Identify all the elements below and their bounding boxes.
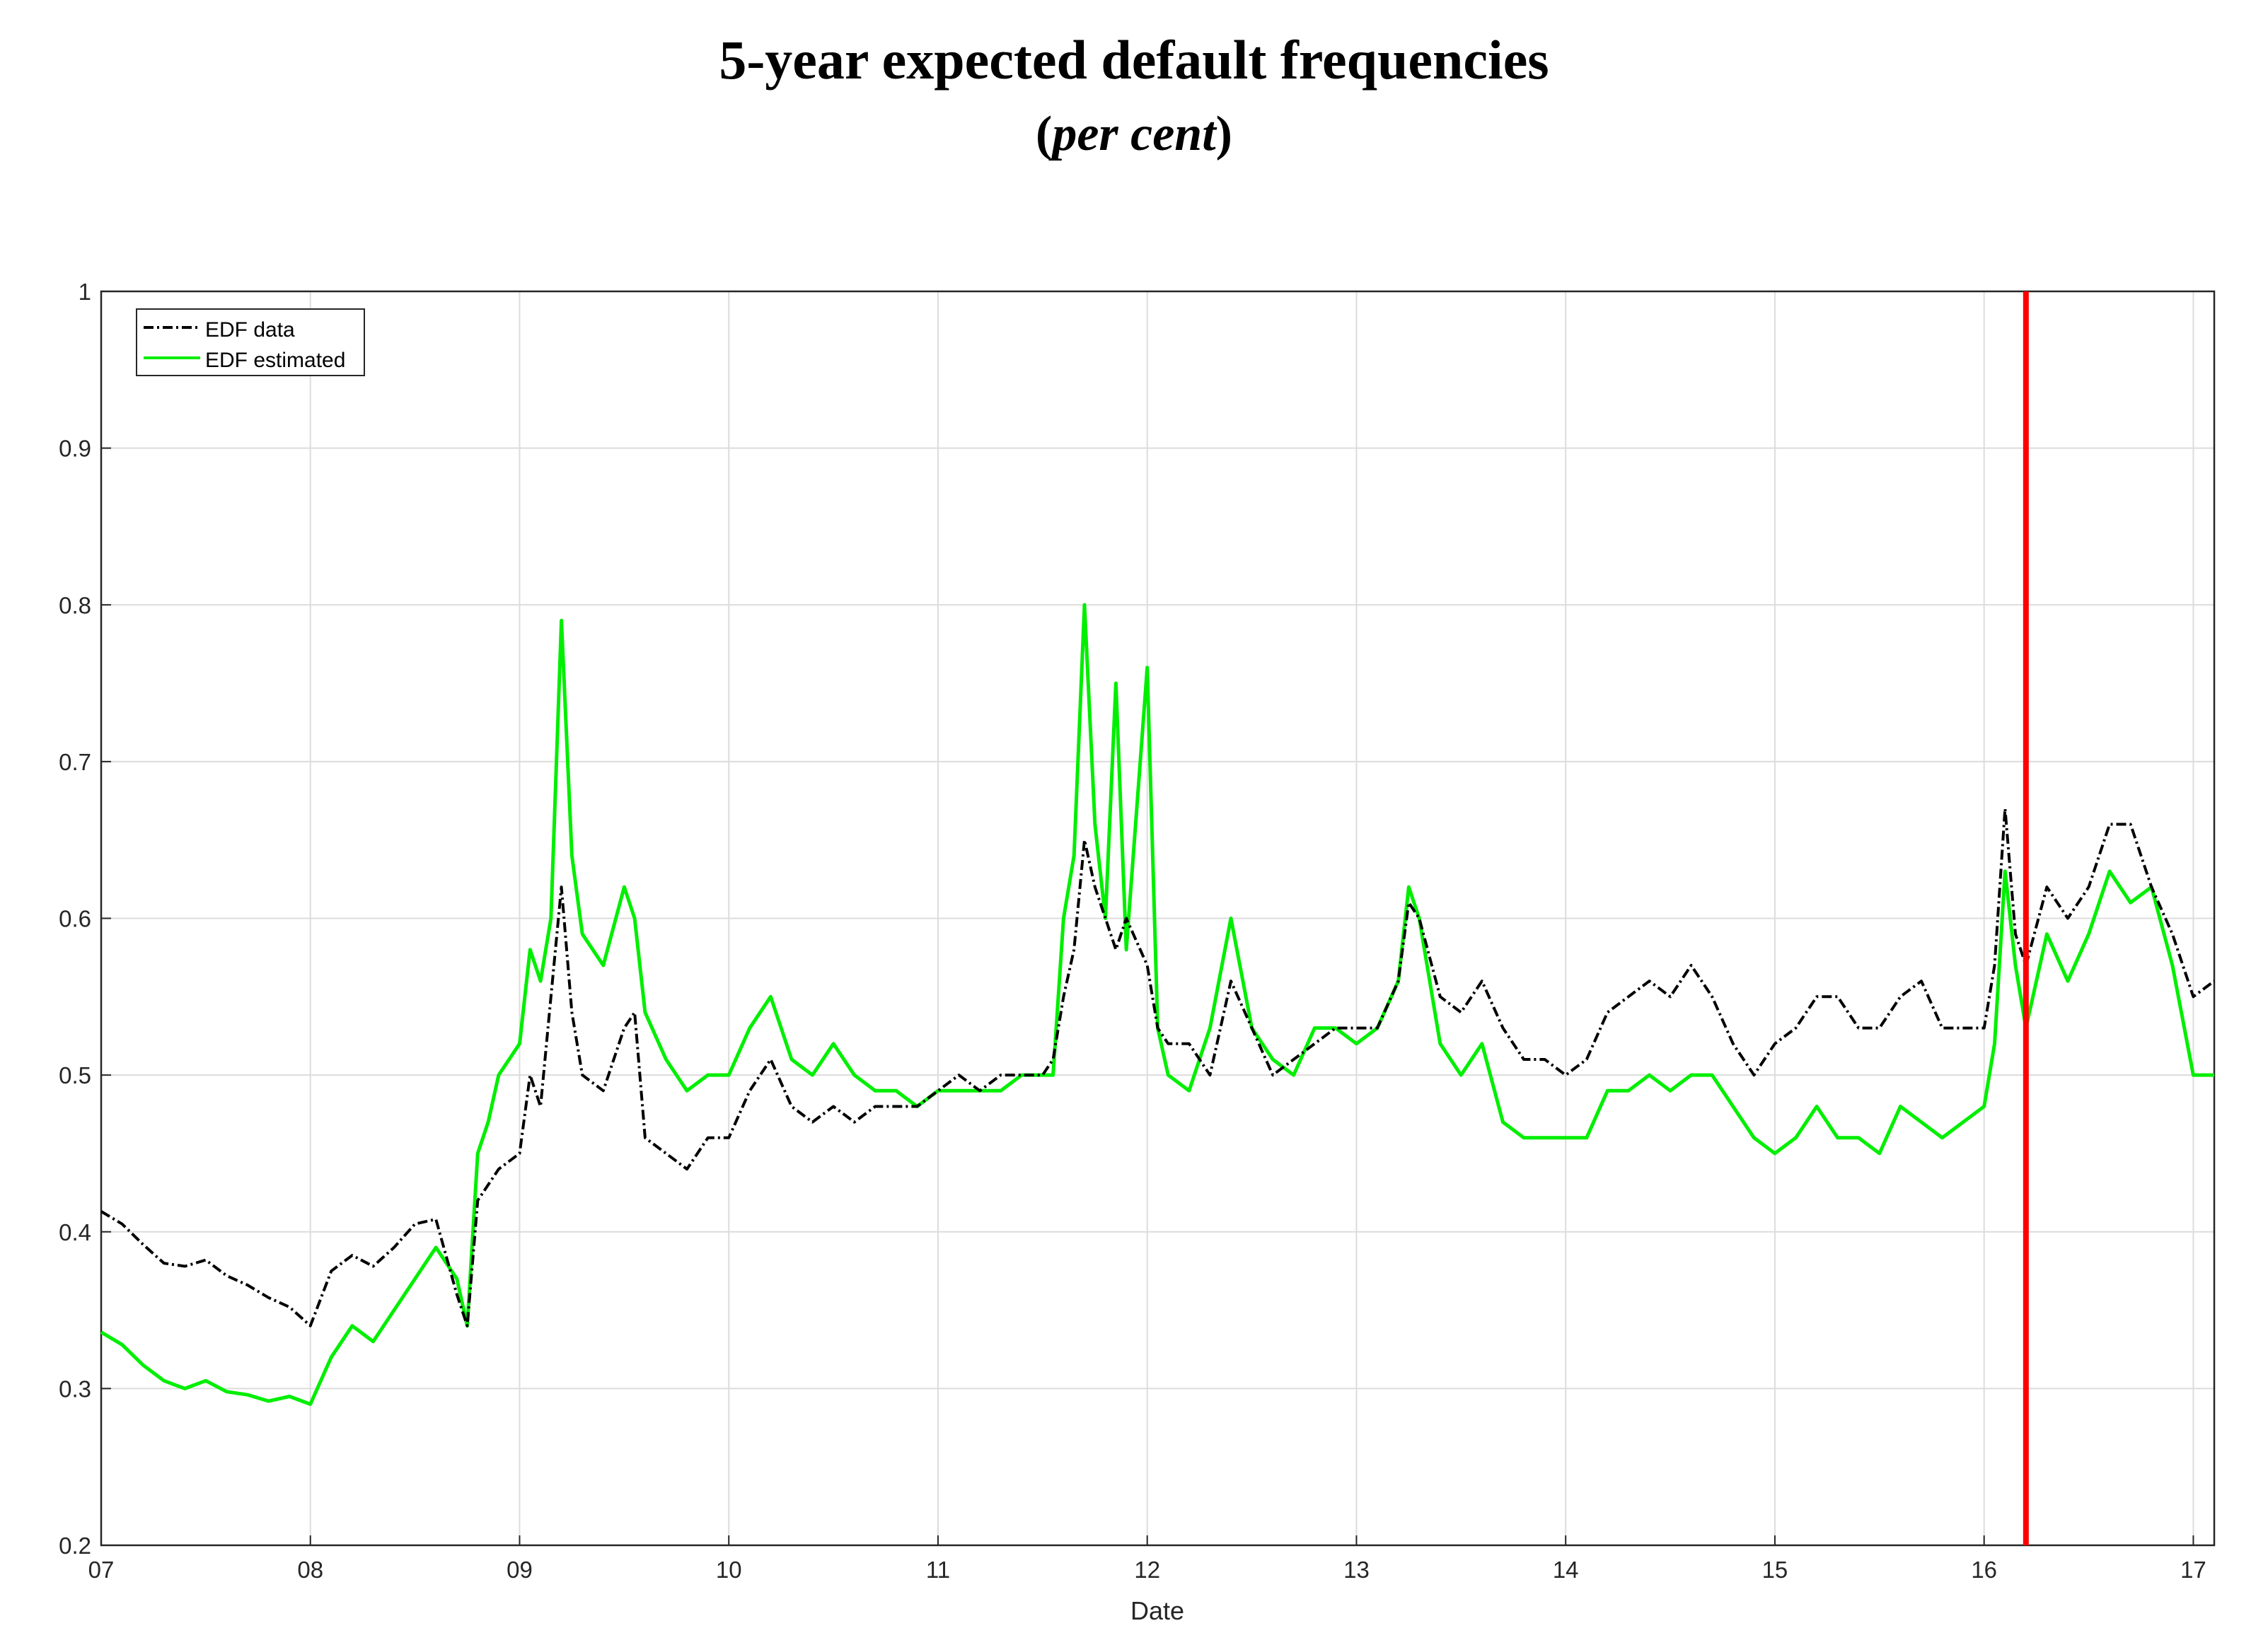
x-tick-label: 11 <box>926 1557 950 1583</box>
y-tick-label: 0.4 <box>59 1219 91 1245</box>
x-tick-label: 10 <box>716 1557 742 1583</box>
y-tick-label: 0.7 <box>59 749 91 775</box>
y-tick-label: 0.6 <box>59 906 91 932</box>
x-axis-label: Date <box>1130 1596 1184 1625</box>
y-tick-label: 0.3 <box>59 1376 91 1402</box>
chart-subtitle-text: per cent <box>1052 107 1216 161</box>
x-tick-label: 07 <box>88 1557 115 1583</box>
series-line-edf-estimated <box>100 603 2214 1406</box>
legend-label-edf-data: EDF data <box>205 318 295 342</box>
x-tick-label: 13 <box>1343 1557 1370 1583</box>
y-tick-label: 0.5 <box>59 1062 91 1088</box>
y-tick-label: 0.2 <box>59 1533 91 1559</box>
y-tick-label: 0.8 <box>59 592 91 618</box>
y-tick-label: 1 <box>79 279 91 305</box>
x-tick-label: 14 <box>1553 1557 1579 1583</box>
x-tick-label: 16 <box>1971 1557 1997 1583</box>
chart-title: 5-year expected default frequencies <box>719 29 1549 91</box>
x-tick-label: 08 <box>297 1557 323 1583</box>
x-tick-label: 09 <box>507 1557 533 1583</box>
chart-subtitle: (per cent) <box>1036 107 1232 161</box>
x-tick-label: 12 <box>1134 1557 1160 1583</box>
legend: EDF data EDF estimated <box>136 308 365 376</box>
x-tick-label: 15 <box>1762 1557 1788 1583</box>
legend-label-edf-estimated: EDF estimated <box>205 349 345 372</box>
legend-box <box>136 308 365 376</box>
series-line-edf-data <box>100 807 2216 1327</box>
series-layer <box>100 603 2216 1406</box>
tick-layer: 0.2 0.3 0.4 0.5 0.6 0.7 0.8 0.9 1 07 08 09 10 11 12 13 1… <box>59 279 2206 1583</box>
grid-layer <box>100 291 2214 1546</box>
x-tick-label: 17 <box>2180 1557 2206 1583</box>
y-tick-label: 0.9 <box>59 436 91 462</box>
